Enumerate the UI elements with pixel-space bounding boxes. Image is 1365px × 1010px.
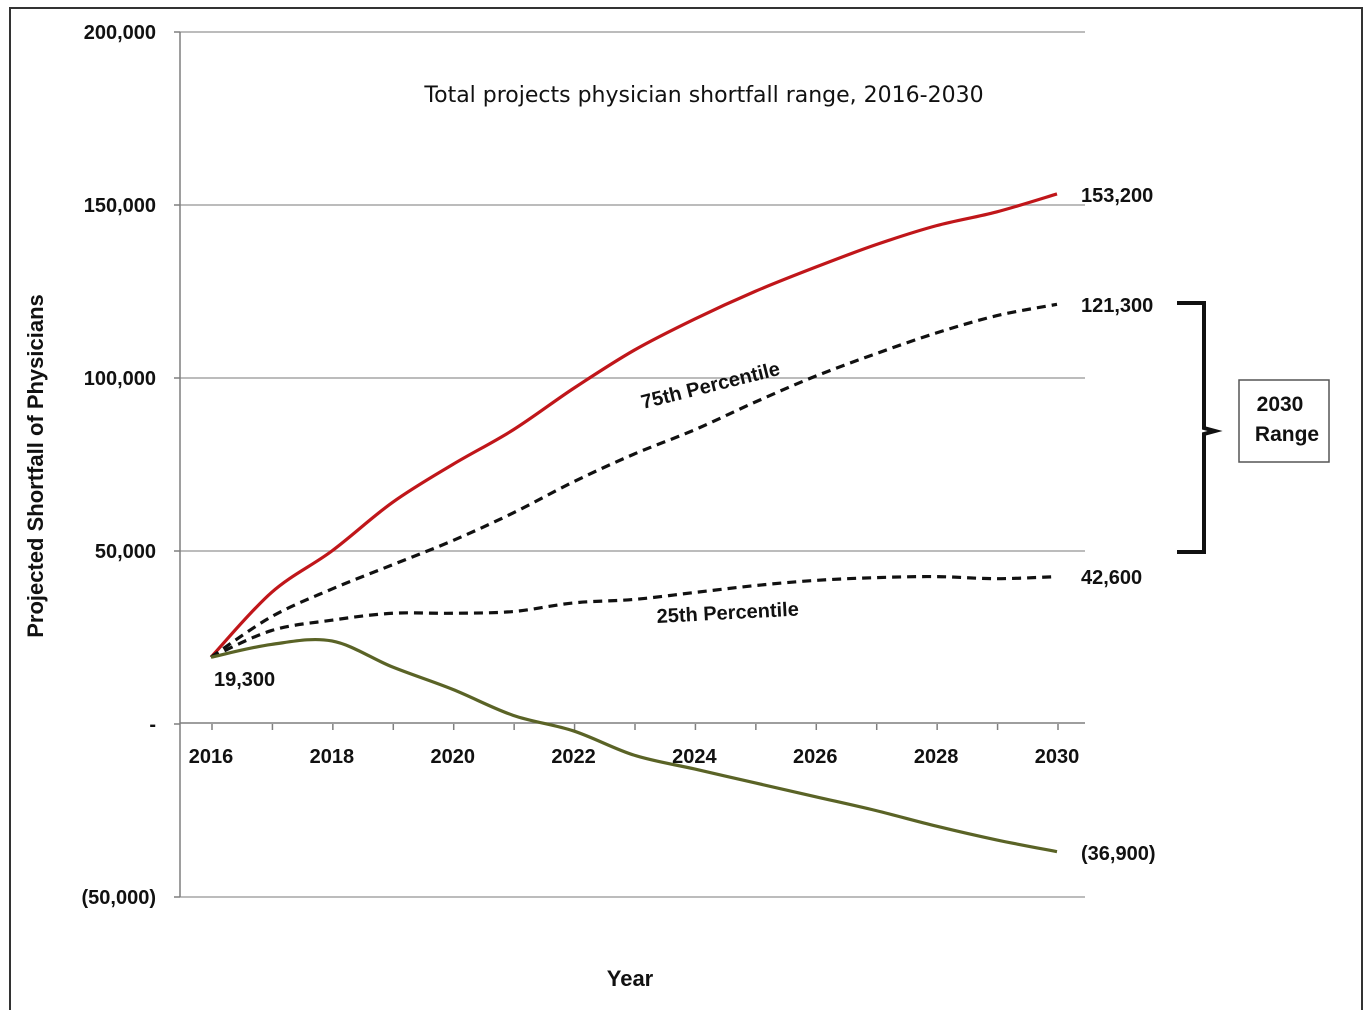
y-tick-label: 200,000 (84, 22, 156, 44)
end-label-p75: 121,300 (1081, 295, 1153, 317)
x-tick-labels: 2016 2018 2020 2022 2024 2026 2028 2030 (189, 746, 1080, 768)
series-line-low (210, 637, 1058, 854)
x-tick-label: 2028 (914, 746, 959, 768)
range-box-line1: 2030 (1257, 393, 1304, 416)
series-line-p25 (210, 574, 1058, 659)
x-tick-label: 2022 (551, 746, 596, 768)
series-line-high (209, 192, 1058, 659)
axes (179, 32, 1085, 897)
start-value-label: 19,300 (214, 669, 275, 691)
x-tick-label: 2024 (672, 746, 717, 768)
chart-frame (9, 7, 1363, 1010)
y-tick-label: 100,000 (84, 368, 156, 390)
range-bracket (1177, 301, 1223, 554)
x-tick-label: 2016 (189, 746, 234, 768)
x-tick-label: 2018 (310, 746, 355, 768)
gridlines (174, 31, 1085, 898)
y-tick-label: - (149, 714, 156, 736)
range-box-line2: Range (1255, 423, 1319, 446)
y-tick-label: 150,000 (84, 195, 156, 217)
x-tick-label: 2030 (1035, 746, 1080, 768)
y-tick-labels: 200,000 150,000 100,000 50,000 - (50,000) (82, 22, 157, 909)
end-label-p25: 42,600 (1081, 567, 1142, 589)
y-tick-label: (50,000) (82, 887, 157, 909)
p25-series-label: 25th Percentile (656, 599, 799, 628)
y-tick-label: 50,000 (95, 541, 156, 563)
x-axis-title: Year (607, 966, 654, 991)
series-line-p75 (210, 302, 1058, 659)
p75-series-label: 75th Percentile (639, 358, 782, 414)
y-axis-title: Projected Shortfall of Physicians (23, 294, 48, 638)
end-label-high: 153,200 (1081, 185, 1153, 207)
range-box (1238, 379, 1330, 463)
x-tick-label: 2020 (430, 746, 475, 768)
series-lines (209, 192, 1058, 854)
end-label-low: (36,900) (1081, 843, 1156, 865)
x-tick-label: 2026 (793, 746, 838, 768)
chart-title: Total projects physician shortfall range… (423, 83, 983, 108)
